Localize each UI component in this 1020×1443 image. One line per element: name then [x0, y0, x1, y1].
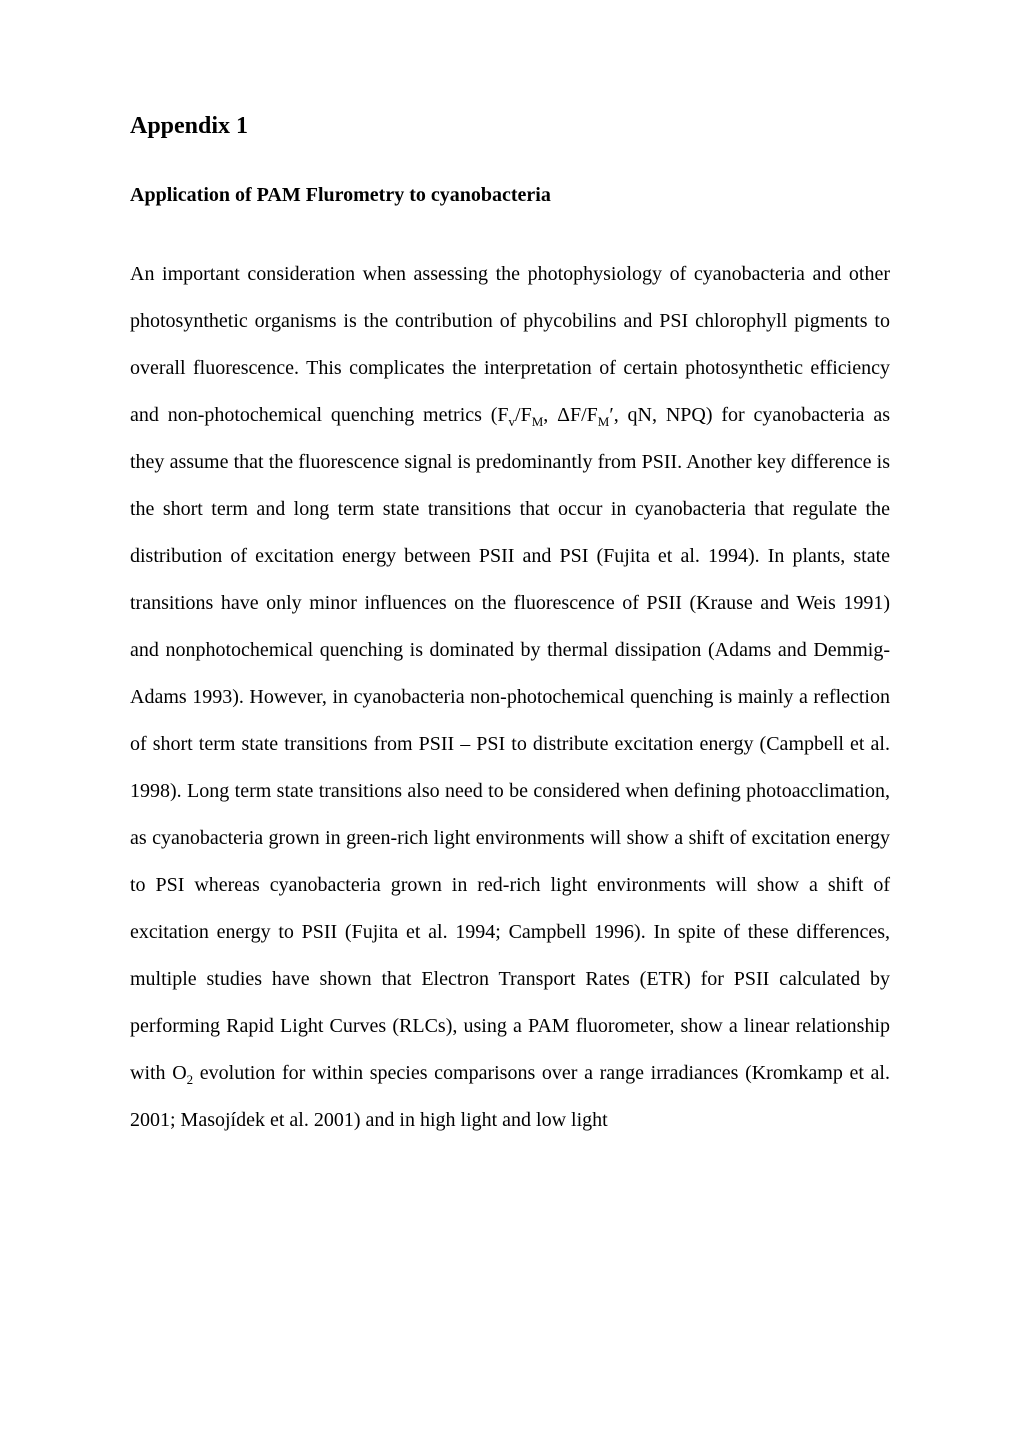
- appendix-heading: Appendix 1: [130, 113, 890, 140]
- body-paragraph: An important consideration when assessin…: [130, 251, 890, 1144]
- section-subheading: Application of PAM Flurometry to cyanoba…: [130, 184, 890, 207]
